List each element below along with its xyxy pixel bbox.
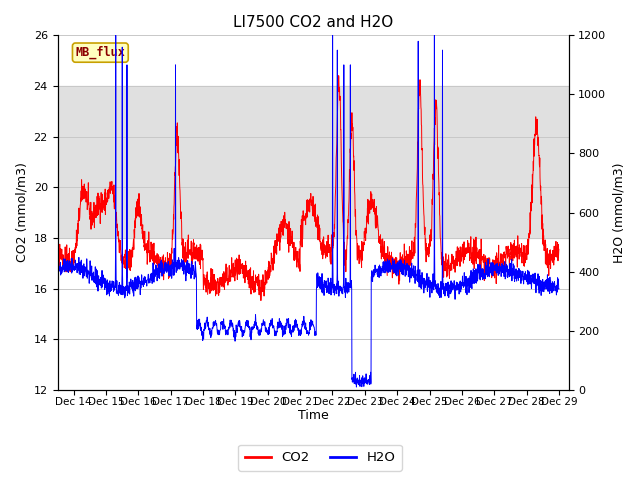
Legend: CO2, H2O: CO2, H2O [238,445,402,471]
X-axis label: Time: Time [298,409,328,422]
Y-axis label: H2O (mmol/m3): H2O (mmol/m3) [612,162,625,263]
Text: MB_flux: MB_flux [76,46,125,59]
Y-axis label: CO2 (mmol/m3): CO2 (mmol/m3) [15,163,28,263]
Title: LI7500 CO2 and H2O: LI7500 CO2 and H2O [233,15,393,30]
Bar [58,86,568,238]
